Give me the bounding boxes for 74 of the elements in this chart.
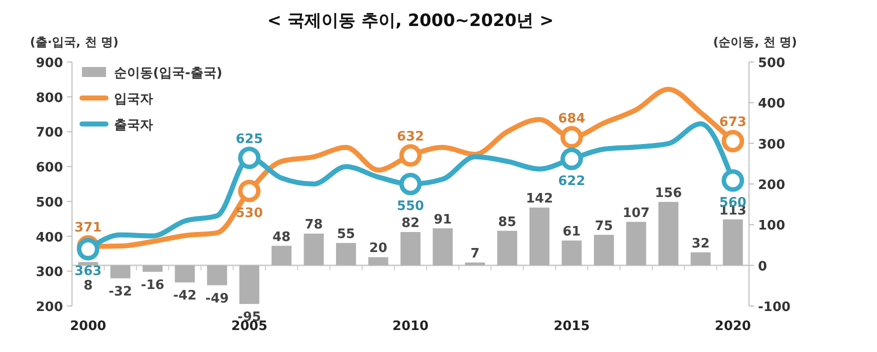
y-tick-label: 500: [36, 195, 63, 210]
data-label: 82: [401, 216, 420, 231]
data-label: 550: [396, 199, 424, 214]
y-tick-label: 800: [36, 90, 63, 106]
bar: [174, 265, 195, 282]
data-label: 78: [304, 218, 323, 233]
data-label: 673: [719, 115, 746, 130]
data-label: 85: [498, 214, 516, 230]
data-label: 55: [336, 226, 356, 242]
bar: [368, 257, 388, 266]
y-tick-label: 900: [36, 56, 63, 71]
y-tick-label: 600: [36, 160, 63, 176]
y2-axis-title: (순이동, 천 명): [713, 35, 797, 49]
bar: [400, 232, 420, 266]
bar: [239, 265, 260, 304]
data-label: 75: [594, 218, 613, 234]
bar: [432, 228, 453, 266]
y2-tick-label: 0: [758, 259, 768, 274]
bar: [336, 242, 356, 266]
bar: [464, 262, 485, 266]
bar: [142, 265, 163, 272]
data-label: 684: [558, 111, 586, 126]
y2-tick-label: 300: [758, 137, 786, 152]
data-label: 61: [562, 224, 581, 240]
bar: [497, 230, 518, 266]
y2-tick-label: 500: [758, 56, 786, 71]
x-tick-label: 2015: [554, 319, 590, 334]
bar: [690, 252, 711, 266]
legend-label: 순이동(입국-출국): [114, 66, 222, 81]
data-label: 7: [470, 246, 480, 262]
bar: [110, 265, 130, 278]
bar: [626, 222, 646, 266]
bar: [78, 262, 98, 266]
legend-label: 출국자: [114, 118, 153, 133]
data-label: 363: [74, 264, 102, 280]
y-tick-label: 300: [36, 265, 63, 280]
data-label: 91: [434, 212, 452, 228]
bar: [207, 265, 228, 286]
chart-title: < 국제이동 추이, 2000~2020년 >: [267, 11, 554, 31]
x-tick-label: 2020: [714, 319, 751, 334]
x-tick-label: 2010: [392, 319, 429, 334]
y-tick-label: 200: [36, 300, 63, 315]
bar: [304, 234, 324, 266]
data-label: -49: [205, 291, 229, 306]
data-label: 107: [622, 206, 650, 221]
y-tick-label: 400: [36, 230, 63, 246]
y-axis-title: (출·입국, 천 명): [30, 35, 118, 49]
y-tick-label: 700: [36, 126, 63, 141]
bar: [594, 234, 614, 266]
data-label: 48: [272, 230, 291, 245]
data-label: -32: [108, 284, 132, 300]
data-label: 156: [654, 186, 682, 201]
bar: [272, 246, 292, 266]
data-label: -16: [140, 278, 164, 293]
data-label: 32: [692, 236, 710, 252]
data-label: 8: [84, 278, 93, 294]
legend-label: 입국자: [114, 92, 153, 107]
data-label: -42: [173, 288, 197, 304]
bar: [722, 219, 743, 266]
y2-tick-label: -100: [758, 300, 791, 315]
bar: [658, 202, 678, 266]
data-label: 622: [558, 174, 586, 189]
data-label: 530: [236, 206, 263, 221]
y2-tick-label: 400: [758, 96, 786, 112]
data-label: 632: [396, 129, 424, 144]
data-label: 371: [74, 220, 102, 236]
x-tick-label: 2000: [70, 319, 106, 334]
data-label: 142: [526, 192, 554, 207]
y2-tick-label: 100: [758, 218, 786, 234]
bar: [562, 240, 582, 266]
data-label: 20: [369, 241, 388, 256]
y2-tick-label: 200: [758, 178, 786, 193]
bar: [529, 208, 550, 266]
data-label: 625: [236, 132, 263, 147]
